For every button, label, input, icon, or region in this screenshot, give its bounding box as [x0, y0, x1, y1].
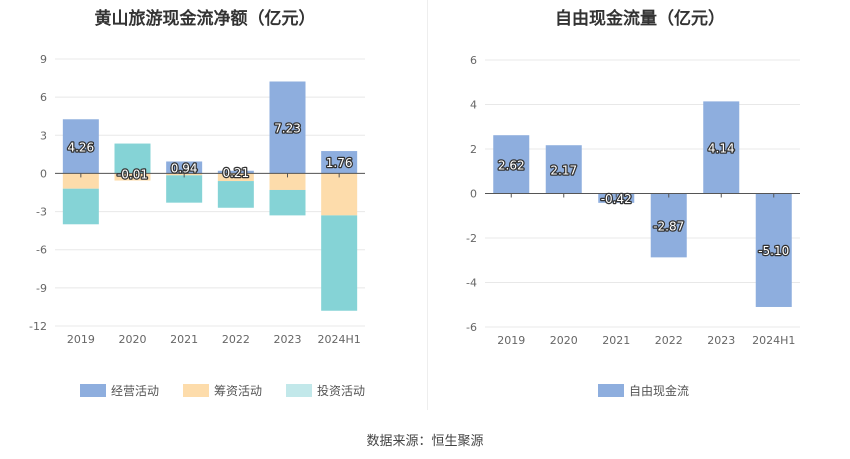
- legend-item-financing[interactable]: 筹资活动: [183, 382, 262, 399]
- left-bar-s2-2024H1: [321, 215, 358, 311]
- left-x-tick-label: 2021: [170, 333, 198, 346]
- right-x-tick-label: 2024H1: [752, 334, 795, 347]
- left-data-label: 0.21: [222, 166, 249, 180]
- legend-label-free-cash-flow: 自由现金流: [629, 384, 690, 398]
- right-bar-s0-2021: [598, 193, 635, 203]
- right-y-tick-label: -4: [466, 277, 477, 290]
- left-y-tick-label: 3: [40, 129, 47, 142]
- right-data-label: 2.17: [550, 163, 577, 177]
- left-y-tick-label: 6: [40, 91, 47, 104]
- right-y-tick-label: -6: [466, 321, 477, 334]
- right-legend: 自由现金流: [598, 382, 713, 399]
- right-bar-s0-2022: [650, 193, 687, 258]
- right-chart-title: 自由现金流量（亿元）: [555, 9, 725, 29]
- right-data-label: 2.62: [498, 158, 525, 172]
- left-data-label: 1.76: [326, 156, 353, 170]
- right-y-tick-label: 4: [470, 99, 477, 112]
- legend-label-operating: 经营活动: [111, 384, 160, 398]
- right-data-label: -5.10: [758, 244, 789, 258]
- legend-swatch-financing: [183, 384, 210, 397]
- left-y-tick-label: -9: [36, 282, 47, 295]
- left-x-tick-label: 2022: [222, 333, 250, 346]
- left-bar-s2-2023: [269, 189, 306, 216]
- right-bar-s0-2019: [493, 135, 530, 194]
- right-x-tick-label: 2023: [707, 334, 735, 347]
- right-data-label: 4.14: [708, 141, 735, 155]
- right-y-tick-label: 6: [470, 54, 477, 67]
- data-source: 数据来源：恒生聚源: [366, 434, 484, 449]
- left-bar-s0-2024H1: [321, 151, 358, 174]
- right-bar-s0-2020: [545, 145, 582, 194]
- right-x-tick-label: 2020: [550, 334, 578, 347]
- left-y-tick-label: 9: [40, 53, 47, 66]
- left-bar-s0-2023: [269, 81, 306, 174]
- right-data-label: -0.42: [601, 192, 632, 206]
- legend-swatch-free-cash-flow: [598, 384, 624, 397]
- legend-swatch-operating: [80, 384, 106, 397]
- right-y-tick-label: -2: [466, 232, 477, 245]
- left-bar-s0-2019: [62, 119, 99, 174]
- left-y-tick-label: 0: [40, 167, 47, 180]
- left-x-tick-label: 2024H1: [318, 333, 361, 346]
- right-y-tick-label: 2: [470, 143, 477, 156]
- left-legend: 经营活动 筹资活动 投资活动: [80, 382, 389, 399]
- legend-item-operating[interactable]: 经营活动: [80, 382, 159, 399]
- left-data-label: -0.01: [117, 167, 148, 181]
- left-bar-s2-2019: [62, 188, 99, 225]
- left-data-label: 7.23: [274, 121, 301, 135]
- legend-item-free-cash-flow[interactable]: 自由现金流: [598, 382, 689, 399]
- left-bar-s1-2023: [269, 173, 306, 190]
- left-data-label: 4.26: [67, 140, 94, 154]
- right-bar-s0-2023: [703, 101, 740, 194]
- left-y-tick-label: -12: [29, 320, 47, 333]
- left-bar-s2-2022: [217, 181, 254, 208]
- left-bar-s2-2021: [166, 175, 203, 203]
- left-chart-title: 黄山旅游现金流净额（亿元）: [94, 9, 316, 29]
- left-bar-s0-2021: [166, 161, 203, 174]
- panel-divider: [427, 0, 428, 410]
- right-x-tick-label: 2021: [602, 334, 630, 347]
- legend-label-financing: 筹资活动: [214, 384, 263, 398]
- left-y-tick-label: -3: [36, 206, 47, 219]
- right-data-label: -2.87: [653, 219, 684, 233]
- left-bar-s1-2019: [62, 173, 99, 189]
- right-x-tick-label: 2022: [655, 334, 683, 347]
- left-x-tick-label: 2020: [119, 333, 147, 346]
- right-y-tick-label: 0: [470, 188, 477, 201]
- left-x-tick-label: 2019: [67, 333, 95, 346]
- left-bar-s0-2022: [217, 170, 254, 174]
- right-x-tick-label: 2019: [497, 334, 525, 347]
- legend-swatch-investing: [286, 384, 313, 397]
- legend-item-investing[interactable]: 投资活动: [286, 382, 365, 399]
- left-y-tick-label: -6: [36, 244, 47, 257]
- left-data-label: 0.94: [171, 161, 198, 175]
- left-x-tick-label: 2023: [274, 333, 302, 346]
- left-bar-s2-2020: [114, 143, 151, 174]
- charts-canvas: 9 6 3 0 -3 -6 -9 -12 2019 2020 2021 2022 2023 2024H1 4…: [29, 53, 800, 347]
- legend-label-investing: 投资活动: [317, 384, 366, 398]
- right-bar-s0-2024H1: [755, 193, 792, 307]
- left-bar-s1-2024H1: [321, 173, 358, 216]
